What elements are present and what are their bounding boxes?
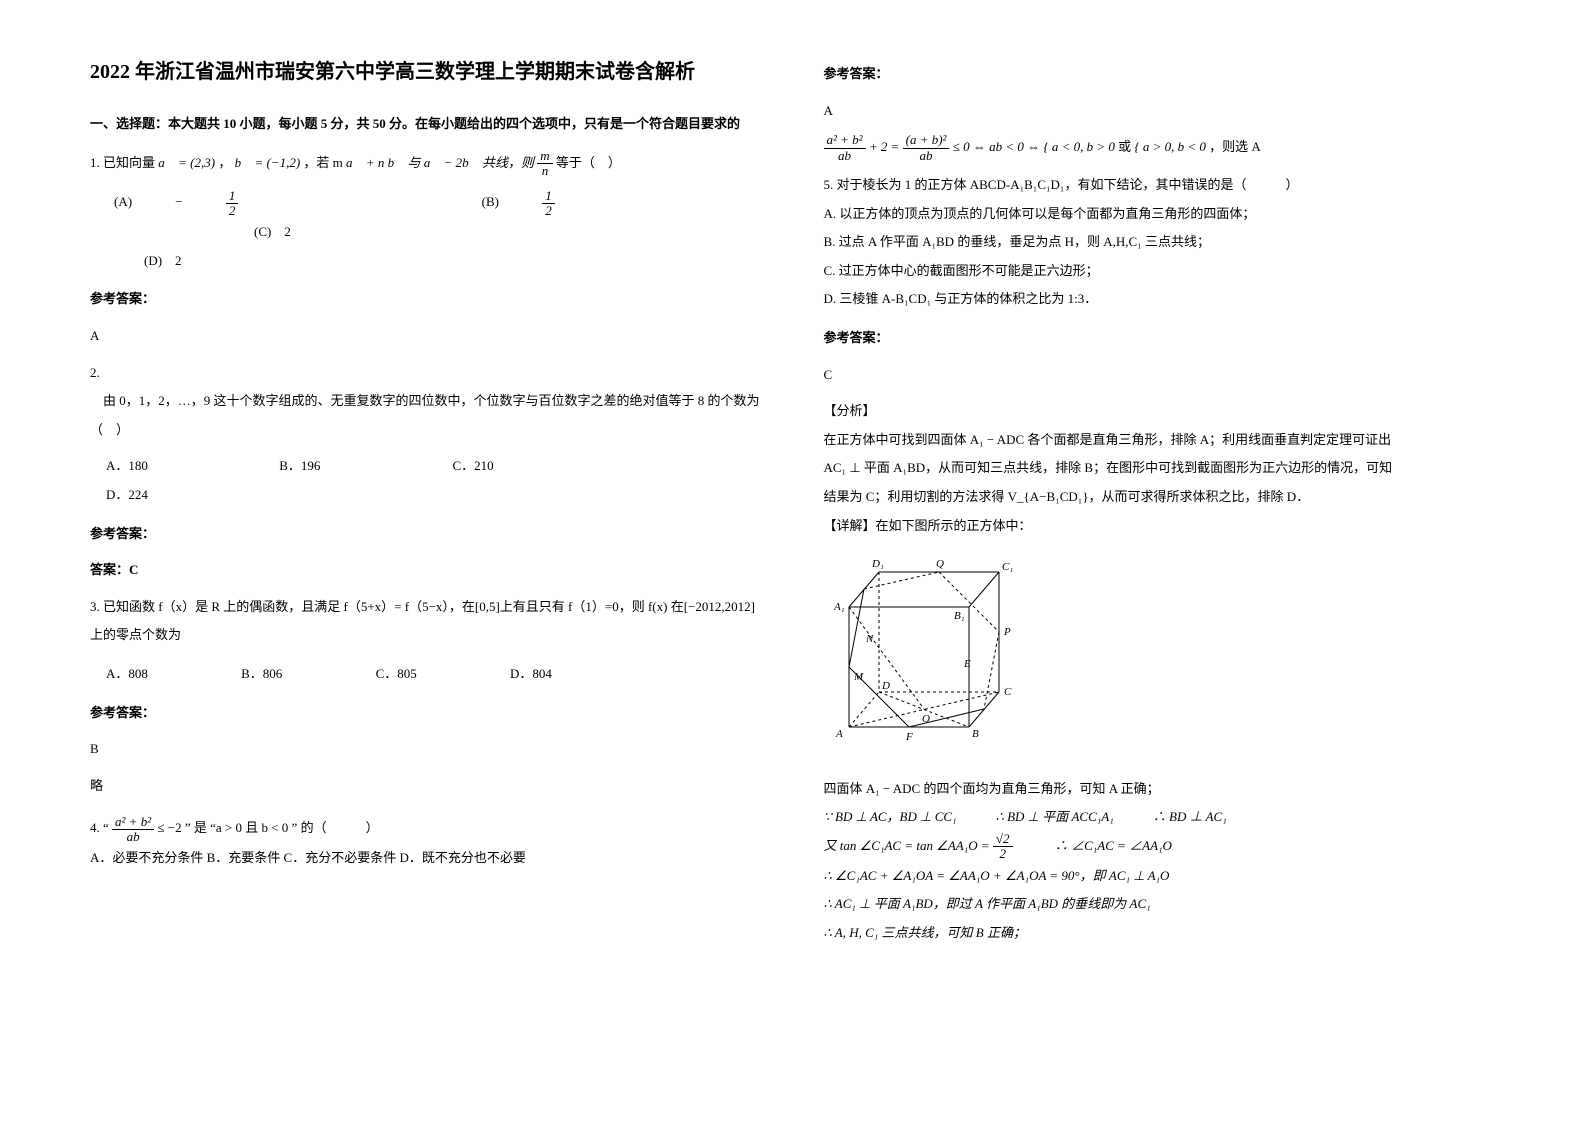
q5-line2: ∵ BD ⊥ AC，BD ⊥ CC₁ ∴ BD ⊥ 平面 ACC₁A₁ ∴ BD… [824,803,1498,832]
q5-analysis-3: 结果为 C；利用切割的方法求得 V_{A−B₁CD₁}，从而可求得所求体积之比，… [824,483,1498,512]
label-q: Q [936,558,944,570]
q4-mid: ≤ −2 ” 是 “a > 0 且 b < 0 ” 的（ ） [157,820,378,835]
left-column: 2022 年浙江省温州市瑞安第六中学高三数学理上学期期末试卷含解析 一、选择题：… [90,50,764,1072]
label-c1: C₁ [1002,561,1013,573]
q1-opt-d-row: (D) 2 [114,247,764,276]
q3-opt-c: C．805 [376,660,417,689]
q3-opt-a: A．808 [106,660,148,689]
q1-answer: A [90,322,764,351]
label-p: P [1003,626,1011,638]
label-a: A [835,728,843,740]
label-b: B [972,728,979,740]
label-b1: B₁ [954,610,965,622]
frac-mn: mn [537,149,552,179]
cube-diagram: D₁ Q C₁ A₁ B₁ P N E D M C O A F B [824,552,1498,763]
label-c: C [1004,686,1012,698]
q4-frac: a² + b²ab [112,815,154,845]
q5-analysis-2: AC₁ ⊥ 平面 A₁BD，从而可知三点共线，排除 B；在图形中可找到截面图形为… [824,454,1498,483]
q5-detail-heading: 【详解】在如下图所示的正方体中： [824,512,1498,541]
q1-opt-d: (D) 2 [144,247,182,276]
q3-options: A．808 B．806 C．805 D．804 [106,660,764,689]
q5-text: 5. 对于棱长为 1 的正方体 ABCD-A₁B₁C₁D₁，有如下结论，其中错误… [824,171,1498,200]
q1-answer-heading: 参考答案： [90,285,764,314]
q1-opt-b: (B) 12 [482,188,635,218]
q5-analysis-heading: 【分析】 [824,397,1498,426]
q4-answer-heading: 参考答案： [824,60,1498,89]
question-1: 1. 已知向量 a⃗ = (2,3) ， b⃗ = (−1,2) ，若 m a⃗… [90,149,764,276]
q1-text: 1. 已知向量 a⃗ = (2,3) ， b⃗ = (−1,2) ，若 m a⃗… [90,155,621,170]
q3-answer-heading: 参考答案： [90,699,764,728]
label-e: E [963,658,971,670]
cube-svg: D₁ Q C₁ A₁ B₁ P N E D M C O A F B [824,552,1024,752]
q3-extra: 略 [90,772,764,801]
section-1-heading: 一、选择题：本大题共 10 小题，每小题 5 分，共 50 分。在每小题给出的四… [90,110,764,139]
label-n: N [865,633,874,645]
q4-prefix: 4. “ [90,820,112,835]
label-o: O [922,713,930,725]
q2-answer: 答案：C [90,556,764,585]
question-4: 4. “ a² + b²ab ≤ −2 ” 是 “a > 0 且 b < 0 ”… [90,814,764,872]
document-title: 2022 年浙江省温州市瑞安第六中学高三数学理上学期期末试卷含解析 [90,50,764,94]
q5-line6: ∴ A, H, C₁ 三点共线，可知 B 正确； [824,919,1498,948]
q2-num: 2. [90,359,764,388]
q2-options: A．180 B．196 C．210 D．224 [106,452,764,509]
q4-answer: A [824,97,1498,126]
q2-text: 由 0，1，2，…，9 这十个数字组成的、无重复数字的四位数中，个位数字与百位数… [90,387,764,444]
q3-opt-d: D．804 [510,660,552,689]
q4-opts: A．必要不充分条件 B．充要条件 C．充分不必要条件 D．既不充分也不必要 [90,844,764,873]
label-m: M [853,671,864,683]
q5-opt-c: C. 过正方体中心的截面图形不可能是正六边形； [824,257,1498,286]
q5-line4: ∴ ∠C₁AC + ∠A₁OA = ∠AA₁O + ∠A₁OA = 90°，即 … [824,862,1498,891]
label-d: D [881,680,890,692]
label-f: F [905,731,913,743]
q5-opt-b: B. 过点 A 作平面 A₁BD 的垂线，垂足为点 H，则 A,H,C₁ 三点共… [824,228,1498,257]
label-a1: A₁ [833,601,845,613]
q1-options: (A) − 12 (B) 12 (C) 2 [114,188,764,246]
q1-opt-c: (C) 2 [254,218,291,247]
q2-answer-heading: 参考答案： [90,520,764,549]
q1-opt-a: (A) − 12 [114,188,318,218]
q5-line3: 又 tan ∠C₁AC = tan ∠AA₁O = √22 ∴ ∠C₁AC = … [824,832,1498,862]
q5-opt-a: A. 以正方体的顶点为顶点的几何体可以是每个面都为直角三角形的四面体； [824,200,1498,229]
q2-opt-c: C．210 [453,452,494,481]
q2-opt-a: A．180 [106,452,276,481]
q2-opt-b: B．196 [279,452,449,481]
label-d1: D₁ [871,558,884,570]
right-column: 参考答案： A a² + b²ab + 2 = (a + b)²ab ≤ 0 ⇔… [824,50,1498,1072]
question-3: 3. 已知函数 f（x）是 R 上的偶函数，且满足 f（5+x）= f（5−x）… [90,593,764,689]
q4-formula: a² + b²ab + 2 = (a + b)²ab ≤ 0 ⇔ ab < 0 … [824,133,1498,163]
q3-text: 3. 已知函数 f（x）是 R 上的偶函数，且满足 f（5+x）= f（5−x）… [90,593,764,650]
q5-line1: 四面体 A₁ − ADC 的四个面均为直角三角形，可知 A 正确； [824,775,1498,804]
question-5: 5. 对于棱长为 1 的正方体 ABCD-A₁B₁C₁D₁，有如下结论，其中错误… [824,171,1498,314]
q2-opt-d: D．224 [106,487,148,502]
q5-analysis-1: 在正方体中可找到四面体 A₁ − ADC 各个面都是直角三角形，排除 A；利用线… [824,426,1498,455]
q3-answer: B [90,735,764,764]
q3-opt-b: B．806 [241,660,282,689]
q5-answer: C [824,361,1498,390]
q5-line5: ∴ AC₁ ⊥ 平面 A₁BD，即过 A 作平面 A₁BD 的垂线即为 AC₁ [824,890,1498,919]
question-2: 2. 由 0，1，2，…，9 这十个数字组成的、无重复数字的四位数中，个位数字与… [90,359,764,510]
q5-answer-heading: 参考答案： [824,324,1498,353]
q5-opt-d: D. 三棱锥 A-B₁CD₁ 与正方体的体积之比为 1:3． [824,285,1498,314]
